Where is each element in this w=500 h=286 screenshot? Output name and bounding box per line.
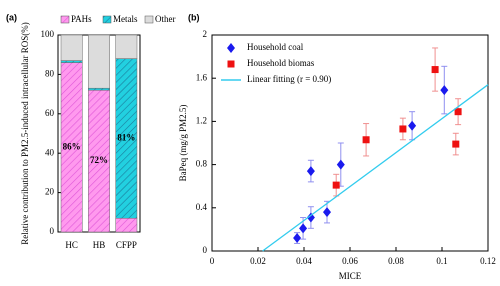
legend-marker — [227, 60, 235, 68]
x-tick-label: HB — [93, 240, 106, 250]
legend-label: Other — [155, 14, 176, 24]
bar-segment — [88, 87, 110, 91]
bar-segment — [88, 34, 110, 89]
point — [323, 207, 331, 218]
point — [299, 223, 308, 234]
point — [408, 120, 417, 131]
x-tick-label: 0.04 — [296, 256, 312, 266]
bar-segment — [60, 60, 83, 63]
y-tick-label: 0 — [203, 245, 208, 255]
y-tick-label: 40 — [45, 147, 55, 157]
legend-label: Linear fitting (r = 0.90) — [247, 74, 331, 84]
point — [306, 166, 315, 177]
bar-segment — [115, 217, 138, 233]
legend-swatch — [60, 15, 70, 24]
legend-label: PAHs — [71, 14, 92, 24]
x-axis-label: MICE — [339, 271, 362, 281]
point — [362, 136, 370, 144]
legend-swatch — [102, 15, 112, 24]
point — [306, 212, 315, 223]
legend-label: Household biomas — [247, 58, 315, 68]
point — [332, 181, 340, 189]
bar-segment — [60, 34, 83, 61]
value-label: 72% — [90, 155, 108, 165]
y-tick-label: 0 — [50, 226, 55, 236]
x-tick-label: 0.12 — [480, 256, 496, 266]
point — [399, 125, 407, 133]
value-label: 86% — [63, 141, 81, 151]
y-tick-label: 1.6 — [196, 72, 208, 82]
bar-segment — [115, 34, 138, 59]
x-tick-label: 0.1 — [436, 256, 447, 266]
point — [452, 140, 460, 148]
y-axis-label: BaPeq (mg/g PM2.5) — [178, 105, 188, 182]
legend-marker — [227, 43, 235, 53]
x-tick-label: 0.02 — [250, 256, 266, 266]
point — [440, 85, 449, 96]
x-tick-label: 0 — [210, 256, 215, 266]
x-tick-label: 0.06 — [342, 256, 358, 266]
y-tick-label: 60 — [45, 108, 55, 118]
panel-label: (a) — [6, 12, 17, 22]
y-tick-label: 100 — [41, 29, 55, 39]
y-tick-label: 1.2 — [196, 115, 207, 125]
legend-label: Household coal — [247, 42, 304, 52]
value-label: 81% — [117, 132, 135, 142]
point — [293, 233, 302, 244]
x-tick-label: 0.08 — [388, 256, 404, 266]
y-tick-label: 20 — [45, 187, 55, 197]
legend-label: Metals — [113, 14, 138, 24]
fit-line — [262, 84, 489, 252]
y-tick-label: 2 — [203, 29, 208, 39]
legend-swatch — [144, 15, 154, 24]
x-tick-label: HC — [65, 240, 78, 250]
y-tick-label: 0.8 — [196, 159, 208, 169]
point — [431, 66, 439, 74]
point — [336, 159, 345, 170]
panel-label: (b) — [188, 12, 200, 22]
y-tick-label: 0.4 — [196, 202, 208, 212]
y-tick-label: 80 — [45, 68, 55, 78]
point — [454, 108, 462, 116]
x-tick-label: CFPP — [116, 240, 137, 250]
y-axis-label: Relative contribution to PM2.5-induced i… — [20, 22, 30, 244]
